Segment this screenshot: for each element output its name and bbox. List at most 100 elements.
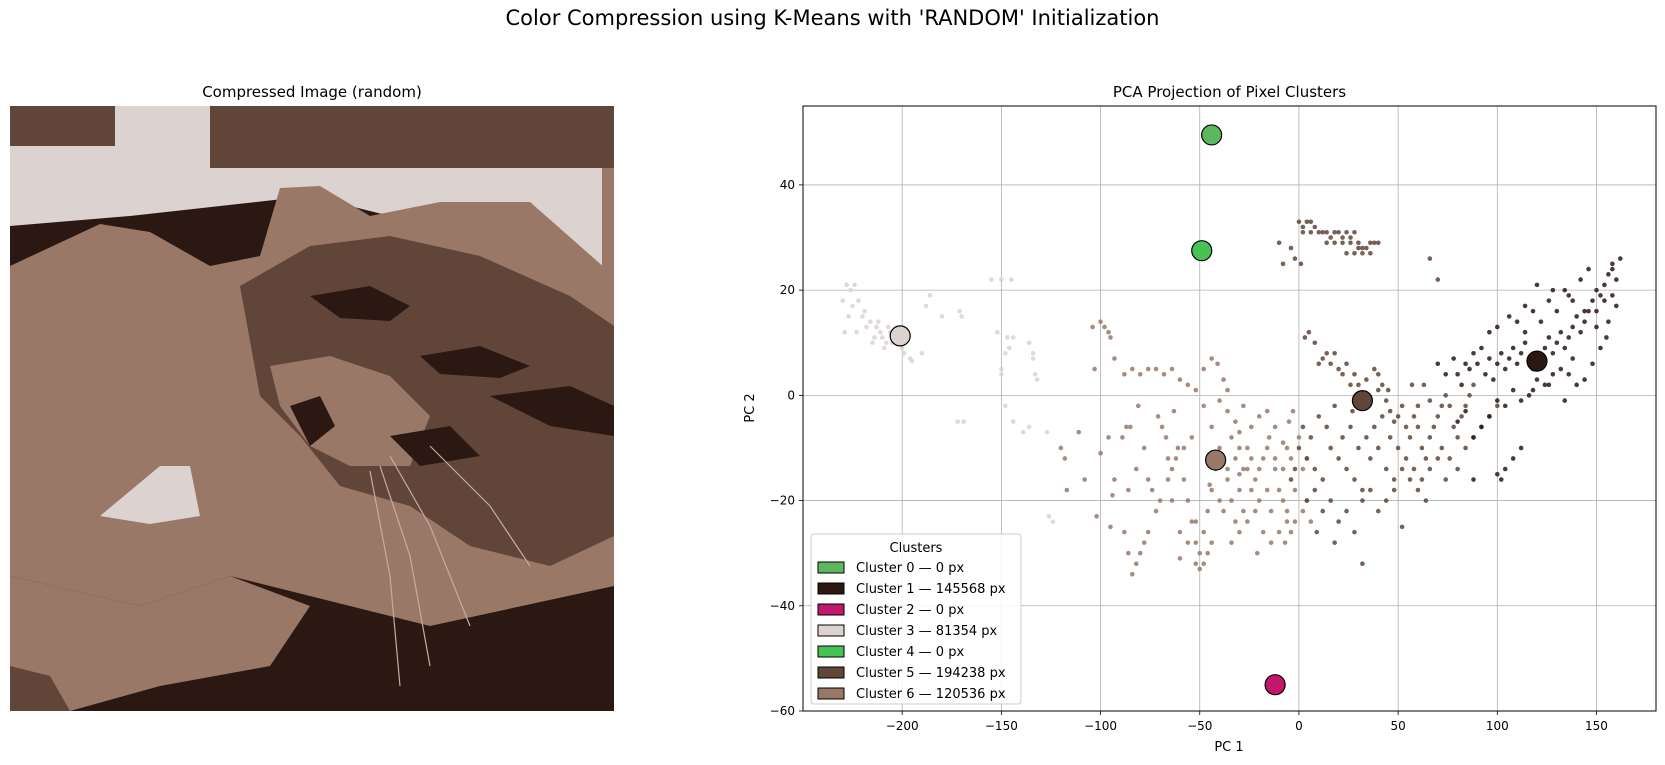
cluster-6-point — [1205, 508, 1210, 514]
cluster-5-point — [1368, 456, 1373, 461]
cluster-6-point — [1284, 445, 1290, 451]
cluster-5-point — [1298, 261, 1304, 267]
cluster-1-point — [1602, 282, 1607, 288]
cluster-5-point — [1403, 456, 1409, 461]
cluster-1-point — [1510, 456, 1516, 461]
cluster-5-point — [1320, 477, 1326, 482]
cluster-6-point — [1217, 445, 1222, 451]
cluster-3-point — [927, 293, 933, 298]
cluster-5-point — [1487, 414, 1492, 419]
cluster-5-point — [1348, 424, 1353, 430]
cluster-6-point — [1225, 387, 1230, 393]
image-cat-fur — [240, 236, 614, 566]
cluster-3-point — [1046, 514, 1052, 519]
cluster-1-point — [1459, 382, 1464, 388]
cluster-6-point — [1300, 466, 1306, 472]
cluster-1-point — [1487, 356, 1492, 361]
cluster-5-point — [1288, 477, 1294, 482]
cluster-1-point — [1617, 256, 1623, 261]
cluster-6-point — [1209, 356, 1214, 361]
cluster-6-point — [1193, 561, 1199, 566]
cluster-5-point — [1407, 435, 1413, 440]
cluster-6-point — [1122, 529, 1127, 535]
cluster-6-point — [1108, 335, 1113, 340]
cluster-6-point — [1106, 329, 1111, 335]
cluster-6-point — [1129, 571, 1135, 577]
cluster-1-point — [1487, 414, 1492, 419]
cluster-5-point — [1419, 445, 1425, 451]
cluster-6-point — [1252, 508, 1258, 514]
cluster-6-point — [1272, 424, 1278, 430]
cluster-6-point — [1181, 445, 1187, 451]
cluster-6-point — [1256, 414, 1262, 419]
cluster-3-point — [955, 419, 961, 424]
cluster-5-point — [1308, 435, 1314, 440]
cluster-3-point — [1007, 345, 1012, 351]
image-paw-gap — [100, 466, 200, 524]
cluster-6-point — [1157, 498, 1163, 503]
cluster-6-point — [1280, 498, 1286, 503]
cluster-6-point — [1165, 477, 1171, 482]
cluster-5-point — [1409, 382, 1415, 388]
cluster-6-point — [1058, 445, 1064, 451]
cluster-6-point — [1082, 477, 1087, 482]
cluster-1-point — [1471, 477, 1476, 482]
x-tick-label: −150 — [985, 719, 1018, 733]
cluster-5-point — [1427, 435, 1433, 440]
cluster-6-point — [1108, 524, 1113, 530]
cluster-1-point — [1479, 424, 1484, 430]
cluster-6-point — [1159, 424, 1165, 430]
cluster-6-point — [1169, 498, 1175, 503]
cluster-1-point — [1582, 377, 1587, 382]
cluster-1-point — [1483, 372, 1488, 377]
cluster-6-point — [1205, 550, 1210, 556]
cluster-3-point — [999, 277, 1004, 282]
cluster-1-point — [1530, 366, 1536, 372]
cluster-6-point — [1260, 529, 1266, 535]
cluster-5-point — [1415, 424, 1421, 430]
cluster-6-point — [1153, 508, 1159, 514]
cluster-3-point — [1032, 372, 1038, 377]
cluster-3-point — [860, 314, 865, 319]
cluster-1-point — [1614, 303, 1619, 309]
cluster-5-point — [1312, 340, 1318, 346]
cluster-3-point — [895, 340, 901, 346]
image-cat-stripe-4 — [390, 426, 480, 466]
image-whisker-1 — [389, 455, 471, 627]
cluster-6-point — [1165, 456, 1171, 461]
cluster-6-point — [1268, 508, 1274, 514]
cluster-1-point — [1570, 298, 1575, 303]
cluster-1-point — [1594, 287, 1599, 293]
cluster-5-point — [1387, 435, 1393, 440]
cluster-6-point — [1286, 419, 1292, 424]
cluster-1-point — [1610, 261, 1615, 267]
image-lower-left — [10, 666, 70, 711]
cluster-5-point — [1391, 487, 1397, 493]
cluster-6-point — [1181, 477, 1187, 482]
legend-box — [810, 533, 1022, 705]
cluster-6-point — [1304, 456, 1310, 461]
cluster-3-point — [850, 303, 855, 309]
cluster-5-point — [1463, 403, 1468, 409]
cluster-5-point — [1375, 387, 1381, 393]
cluster-3-point — [957, 308, 963, 314]
cluster-6-point — [1284, 519, 1290, 524]
cluster-6-point — [1177, 529, 1183, 535]
cluster-3-point — [1034, 377, 1040, 382]
legend-swatch — [817, 561, 845, 574]
cluster-6-point — [1145, 366, 1151, 372]
cluster-5-point — [1340, 240, 1345, 246]
cluster-3-point — [886, 324, 891, 330]
cluster-5-point — [1411, 466, 1417, 472]
cluster-6-point — [1249, 487, 1254, 493]
cluster-1-point — [1463, 408, 1468, 414]
cluster-1-point — [1562, 287, 1568, 293]
cluster-6-point — [1292, 487, 1298, 493]
cluster-6-point — [1249, 456, 1254, 461]
cluster-6-point — [1237, 471, 1242, 477]
cluster-5-point — [1316, 414, 1322, 419]
cluster-1-point — [1487, 329, 1492, 335]
cluster-1-point — [1475, 361, 1480, 367]
cluster-6-point — [1276, 529, 1282, 535]
cluster-1-point — [1546, 335, 1552, 340]
